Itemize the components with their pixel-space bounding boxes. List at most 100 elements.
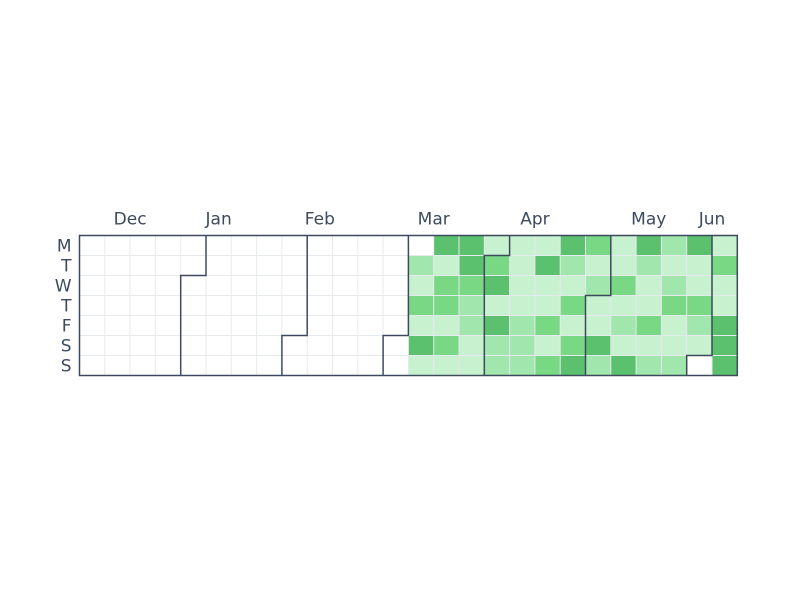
heatmap-cell — [383, 275, 409, 296]
heatmap-cell — [180, 255, 206, 276]
heatmap-cell — [383, 355, 409, 376]
heatmap-cell — [256, 255, 282, 276]
heatmap-cell — [256, 315, 282, 336]
heatmap-cell — [155, 255, 181, 276]
heatmap-cell — [534, 235, 561, 256]
heatmap-cell — [130, 335, 156, 356]
heatmap-cell — [281, 355, 308, 376]
heatmap-cell — [206, 355, 232, 376]
heatmap-cell — [585, 235, 611, 256]
heatmap-cell — [155, 355, 181, 376]
heatmap-cell — [560, 355, 586, 376]
heatmap-cell — [484, 315, 510, 336]
heatmap-cell — [206, 235, 232, 256]
heatmap-cell — [610, 235, 637, 256]
heatmap-cell — [534, 315, 561, 336]
heatmap-cell — [433, 255, 459, 276]
heatmap-cell — [459, 255, 485, 276]
heatmap-cell — [332, 315, 358, 336]
month-label: Jan — [205, 210, 232, 230]
heatmap-cell — [104, 355, 131, 376]
day-label: S — [61, 337, 72, 357]
heatmap-cell — [307, 255, 333, 276]
heatmap-cell — [104, 335, 131, 356]
month-boundary-line — [483, 235, 511, 376]
heatmap-cell — [661, 315, 687, 336]
heatmap-cell — [383, 315, 409, 336]
heatmap-cell — [79, 315, 105, 336]
heatmap-cell — [686, 255, 712, 276]
heatmap-cell — [155, 235, 181, 256]
heatmap-cell — [509, 315, 535, 336]
heatmap-cell — [332, 355, 358, 376]
heatmap-cell — [534, 355, 561, 376]
heatmap-cell — [408, 295, 434, 316]
heatmap-cell — [383, 235, 409, 256]
heatmap-cell — [281, 275, 308, 296]
heatmap-cell — [484, 355, 510, 376]
heatmap-cell — [206, 255, 232, 276]
heatmap-cell — [509, 295, 535, 316]
heatmap-cell — [636, 355, 662, 376]
heatmap-cell — [509, 255, 535, 276]
plot-border — [78, 234, 739, 377]
heatmap-cell — [484, 335, 510, 356]
heatmap-cell — [256, 335, 282, 356]
heatmap-cell — [206, 275, 232, 296]
heatmap-cell — [231, 255, 257, 276]
heatmap-cell — [661, 335, 687, 356]
month-boundary-line — [382, 235, 410, 376]
heatmap-cell — [281, 315, 308, 336]
heatmap-cell — [686, 335, 712, 356]
heatmap-cell — [459, 315, 485, 336]
heatmap-cell — [408, 235, 434, 256]
heatmap-cell — [357, 255, 384, 276]
heatmap-cell — [79, 295, 105, 316]
heatmap-cell — [636, 295, 662, 316]
heatmap-cell — [560, 315, 586, 336]
heatmap-cell — [661, 355, 687, 376]
heatmap-cell — [484, 255, 510, 276]
heatmap-cell — [281, 335, 308, 356]
heatmap-cell — [433, 355, 459, 376]
heatmap-cell — [130, 295, 156, 316]
heatmap-cell — [560, 275, 586, 296]
day-label: T — [60, 297, 72, 317]
day-label: F — [62, 317, 72, 337]
heatmap-cell — [484, 295, 510, 316]
heatmap-cell — [459, 335, 485, 356]
heatmap-cell — [433, 235, 459, 256]
month-label: Mar — [418, 210, 450, 230]
heatmap-cell — [130, 255, 156, 276]
heatmap-cell — [712, 275, 738, 296]
heatmap-cell — [408, 335, 434, 356]
heatmap-cell — [357, 355, 384, 376]
heatmap-cell — [357, 335, 384, 356]
heatmap-cell — [585, 315, 611, 336]
heatmap-cell — [130, 355, 156, 376]
heatmap-cell — [712, 235, 738, 256]
heatmap-cell — [130, 235, 156, 256]
heatmap-cell — [383, 335, 409, 356]
heatmap-cell — [459, 275, 485, 296]
heatmap-cell — [408, 255, 434, 276]
month-boundary-line — [179, 235, 207, 376]
heatmap-cell — [712, 315, 738, 336]
heatmap-cell — [534, 335, 561, 356]
heatmap-cell — [307, 335, 333, 356]
heatmap-cell — [610, 335, 637, 356]
heatmap-cell — [509, 355, 535, 376]
heatmap-cell — [636, 315, 662, 336]
heatmap-cell — [560, 255, 586, 276]
heatmap-cell — [712, 355, 738, 376]
heatmap-cell — [661, 275, 687, 296]
heatmap-cell — [256, 275, 282, 296]
month-labels: Dec Jan Feb Mar Apr May Jun — [114, 210, 726, 230]
heatmap-cell — [104, 255, 131, 276]
heatmap-cell — [636, 275, 662, 296]
month-label: Dec — [114, 210, 147, 230]
heatmap-cell — [610, 295, 637, 316]
heatmap-cell — [610, 315, 637, 336]
month-label: Jun — [698, 210, 726, 230]
heatmap-cell — [231, 295, 257, 316]
